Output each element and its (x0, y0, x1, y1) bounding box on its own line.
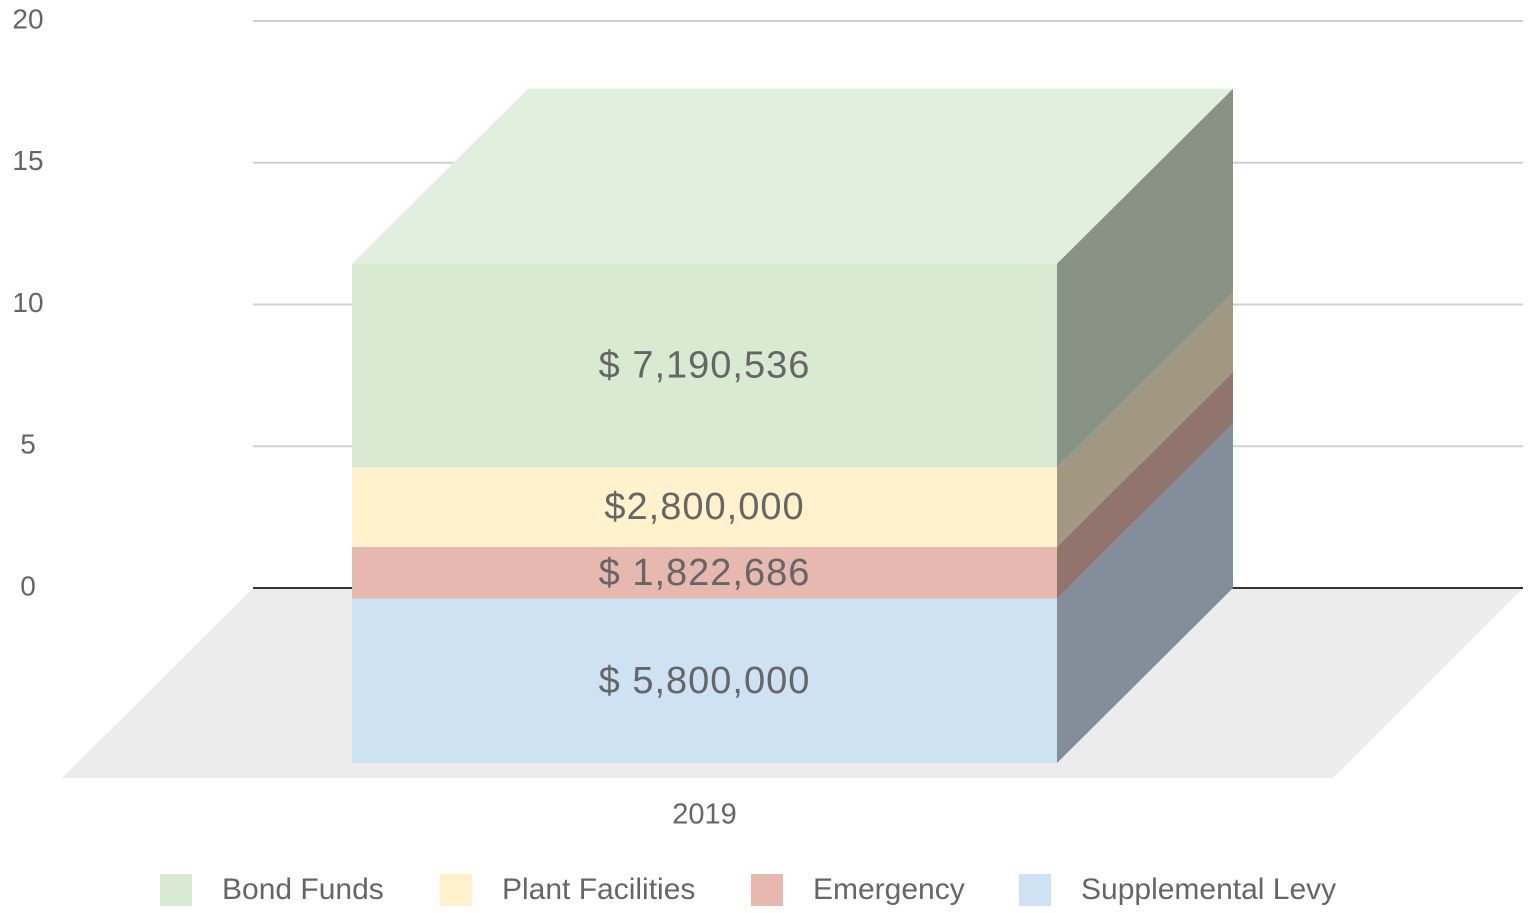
bar (352, 598, 1057, 763)
legend-swatch (160, 874, 192, 906)
y-tick-label: 5 (20, 429, 36, 460)
legend-swatch (440, 874, 472, 906)
x-tick-label: 2019 (672, 799, 737, 831)
bar (352, 467, 1057, 547)
y-tick-label: 0 (20, 570, 36, 601)
legend-label: Emergency (813, 873, 965, 906)
value-label: $ 1,822,686 (599, 552, 811, 594)
legend-swatch (1019, 874, 1051, 906)
bar-side (1057, 423, 1233, 763)
bar (352, 263, 1057, 468)
legend-label: Supplemental Levy (1081, 873, 1336, 906)
value-label: $2,800,000 (604, 486, 804, 528)
bar-top (352, 88, 1233, 264)
bar (352, 546, 1057, 599)
bar-side (1057, 371, 1233, 599)
y-tick-label: 20 (12, 3, 43, 34)
legend-label: Bond Funds (222, 873, 384, 906)
value-label: $ 7,190,536 (599, 345, 811, 387)
legend-swatch (751, 874, 783, 906)
legend-label: Plant Facilities (502, 873, 695, 906)
value-label: $ 5,800,000 (599, 660, 811, 702)
bar-side (1057, 88, 1233, 468)
bar-side (1057, 292, 1233, 547)
y-tick-label: 15 (12, 145, 43, 176)
y-tick-label: 10 (12, 287, 43, 318)
